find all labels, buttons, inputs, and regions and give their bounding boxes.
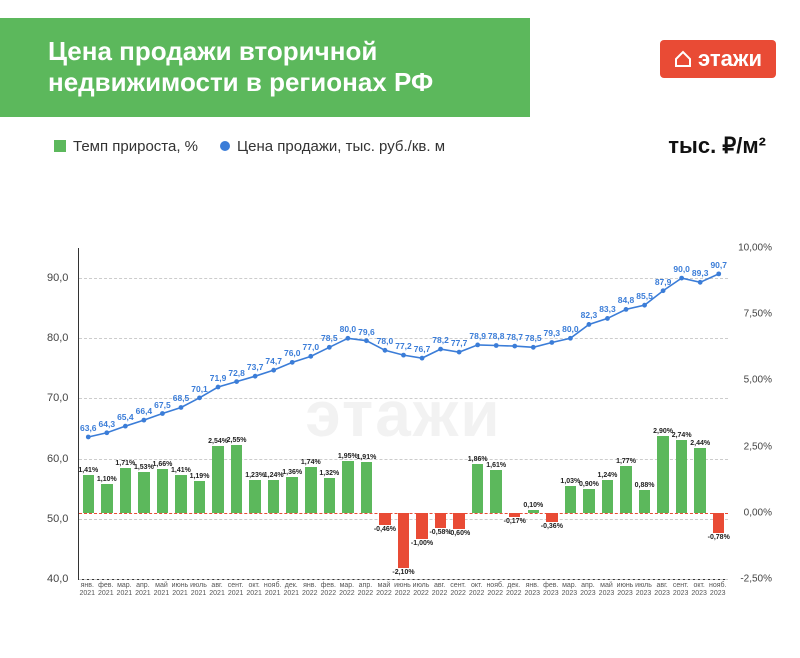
price-point-label: 72,8 bbox=[228, 368, 245, 378]
legend-line: Цена продажи, тыс. руб./кв. м bbox=[220, 138, 445, 155]
y-right-tick: 2,50% bbox=[744, 441, 772, 452]
price-point-label: 80,0 bbox=[340, 324, 357, 334]
price-point-label: 90,7 bbox=[710, 260, 727, 270]
price-point-label: 76,7 bbox=[414, 344, 431, 354]
price-point-label: 79,6 bbox=[358, 327, 375, 337]
y-right-tick: 7,50% bbox=[744, 309, 772, 320]
legend: Темп прироста, % Цена продажи, тыс. руб.… bbox=[0, 117, 800, 165]
price-point-label: 68,5 bbox=[173, 393, 190, 403]
price-point-label: 78,8 bbox=[488, 331, 505, 341]
price-point-label: 77,0 bbox=[303, 342, 320, 352]
price-point-label: 71,9 bbox=[210, 373, 227, 383]
price-point-label: 80,0 bbox=[562, 324, 579, 334]
page-title: Цена продажи вторичной недвижимости в ре… bbox=[48, 36, 502, 97]
unit-label: тыс. ₽/м² bbox=[668, 133, 766, 159]
x-axis: янв.2021фев.2021мар.2021апр.2021май2021и… bbox=[78, 580, 728, 608]
price-point-label: 73,7 bbox=[247, 362, 264, 372]
price-point-label: 66,4 bbox=[136, 406, 153, 416]
y-left-tick: 50,0 bbox=[47, 513, 68, 525]
price-point-label: 64,3 bbox=[99, 419, 116, 429]
price-point-label: 67,5 bbox=[154, 400, 171, 410]
price-point-label: 79,3 bbox=[544, 328, 561, 338]
price-point-label: 77,2 bbox=[395, 341, 412, 351]
house-icon bbox=[674, 50, 692, 68]
y-right-tick: 10,00% bbox=[738, 243, 772, 254]
price-point-label: 83,3 bbox=[599, 304, 616, 314]
y-left-tick: 40,0 bbox=[47, 573, 68, 585]
brand-badge: этажи bbox=[660, 40, 776, 78]
price-point-label: 90,0 bbox=[673, 264, 690, 274]
price-point-label: 78,2 bbox=[432, 335, 449, 345]
y-left-tick: 90,0 bbox=[47, 272, 68, 284]
price-point-label: 78,7 bbox=[506, 332, 523, 342]
y-right-tick: 5,00% bbox=[744, 375, 772, 386]
y-right-tick: -2,50% bbox=[740, 574, 772, 585]
price-point-label: 78,5 bbox=[525, 333, 542, 343]
price-point-label: 70,1 bbox=[191, 384, 208, 394]
price-point-label: 78,9 bbox=[469, 331, 486, 341]
x-tick: нояб.2023 bbox=[706, 582, 730, 597]
price-point-label: 82,3 bbox=[581, 310, 598, 320]
y-left-tick: 70,0 bbox=[47, 392, 68, 404]
price-point-label: 65,4 bbox=[117, 412, 134, 422]
price-point-label: 85,5 bbox=[636, 291, 653, 301]
price-point-label: 77,7 bbox=[451, 338, 468, 348]
price-point-label: 78,5 bbox=[321, 333, 338, 343]
y-left-tick: 80,0 bbox=[47, 332, 68, 344]
legend-bars: Темп прироста, % bbox=[54, 138, 198, 155]
price-point-label: 74,7 bbox=[265, 356, 282, 366]
brand-text: этажи bbox=[698, 46, 762, 72]
y-right-tick: 0,00% bbox=[744, 507, 772, 518]
price-point-label: 76,0 bbox=[284, 348, 301, 358]
price-point-label: 89,3 bbox=[692, 268, 709, 278]
price-point-label: 84,8 bbox=[618, 295, 635, 305]
price-point-label: 78,0 bbox=[377, 336, 394, 346]
y-left-tick: 60,0 bbox=[47, 453, 68, 465]
chart: этажи 1,41%1,10%1,71%1,53%1,66%1,41%1,19… bbox=[50, 248, 770, 608]
plot-area: этажи 1,41%1,10%1,71%1,53%1,66%1,41%1,19… bbox=[78, 248, 728, 580]
price-point-label: 63,6 bbox=[80, 423, 97, 433]
title-band: Цена продажи вторичной недвижимости в ре… bbox=[0, 18, 530, 117]
price-point-label: 87,9 bbox=[655, 277, 672, 287]
